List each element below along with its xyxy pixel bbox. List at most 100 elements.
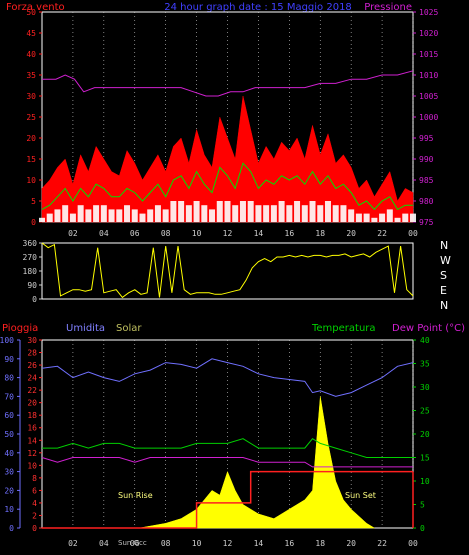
bar-white-wind xyxy=(379,213,386,222)
compass-e: E xyxy=(440,284,447,297)
bar-white-wind xyxy=(402,213,409,222)
panel3-rain-tick-label: 2 xyxy=(32,511,37,520)
series-avg-wind xyxy=(41,162,413,211)
panel3-x-tick-label: 14 xyxy=(254,539,264,548)
panel1-x-tick-label: 12 xyxy=(223,229,233,238)
panel1-x-tick-label: 16 xyxy=(285,229,295,238)
bar-white-wind xyxy=(216,201,223,222)
bar-white-wind xyxy=(154,205,161,222)
panel1-x-tick-label: 08 xyxy=(161,229,171,238)
panel1-x-tick-label: 14 xyxy=(254,229,264,238)
panel3-temp-tick-label: 20 xyxy=(420,430,430,439)
header-right: Pressione xyxy=(364,2,412,13)
series-solar xyxy=(139,396,376,529)
panel1-left-tick-label: 30 xyxy=(26,92,36,101)
bar-white-wind xyxy=(209,209,216,222)
compass-w: W xyxy=(440,254,451,267)
panel3-rain-tick-label: 20 xyxy=(27,399,37,408)
annotation-sunset: Sun Set xyxy=(345,491,376,500)
panel3-rain-tick-label: 0 xyxy=(32,524,37,533)
bar-white-wind xyxy=(232,205,239,222)
bar-white-wind xyxy=(355,213,362,222)
panel3-humidity-tick-label: 30 xyxy=(4,468,14,477)
panel3-rain-tick-label: 8 xyxy=(32,474,37,483)
panel1-left-tick-label: 35 xyxy=(26,71,36,80)
bar-white-wind xyxy=(170,201,177,222)
bar-white-wind xyxy=(324,201,331,222)
panel3-rain-tick-label: 4 xyxy=(32,499,37,508)
panel2-left-tick-label: 360 xyxy=(23,239,38,248)
panel2-left-tick-label: 270 xyxy=(23,253,38,262)
panel3-humidity-tick-label: 60 xyxy=(4,411,14,420)
panel3-temp-tick-label: 15 xyxy=(420,454,430,463)
panel1-right-tick-label: 990 xyxy=(419,155,434,164)
bar-white-wind xyxy=(386,209,393,222)
panel3-x-tick-label: 22 xyxy=(377,539,387,548)
bar-white-wind xyxy=(263,205,270,222)
annotation-sunocc: Sun Occ xyxy=(118,539,147,547)
panel3-temp-tick-label: 30 xyxy=(420,383,430,392)
panel3-humidity-tick-label: 50 xyxy=(4,430,14,439)
bar-white-wind xyxy=(62,205,69,222)
panel1-left-tick-label: 15 xyxy=(26,155,36,164)
bar-white-wind xyxy=(286,205,293,222)
panel1-left-tick-label: 10 xyxy=(26,176,36,185)
panel3-x-tick-label: 02 xyxy=(68,539,78,548)
bar-white-wind xyxy=(185,205,192,222)
panel3-rain-tick-label: 16 xyxy=(27,424,37,433)
panel3-rain-tick-label: 28 xyxy=(27,349,37,358)
bar-white-wind xyxy=(139,213,146,222)
bar-white-wind xyxy=(340,205,347,222)
panel3-temp-tick-label: 40 xyxy=(420,336,430,345)
panel1-left-tick-label: 5 xyxy=(31,197,36,206)
panel3-humidity-tick-label: 90 xyxy=(4,355,14,364)
panel1-right-tick-label: 975 xyxy=(419,218,434,227)
panel3-x-tick-label: 10 xyxy=(192,539,202,548)
panel3-x-tick-label: 08 xyxy=(161,539,171,548)
header-center: 24 hour graph date : 15 Maggio 2018 xyxy=(164,2,352,13)
compass-n-top: N xyxy=(440,239,448,252)
label-dewpoint: Dew Point (°C) xyxy=(392,323,465,334)
panel3-temp-tick-label: 25 xyxy=(420,407,430,416)
panel1-right-tick-label: 1005 xyxy=(419,92,438,101)
bar-white-wind xyxy=(193,201,200,222)
panel1-x-tick-label: 02 xyxy=(68,229,78,238)
header-left: Forza vento xyxy=(6,2,65,13)
panel3-rain-tick-label: 24 xyxy=(27,374,37,383)
panel1-left-tick-label: 25 xyxy=(26,113,36,122)
panel1-left-tick-label: 50 xyxy=(26,8,36,17)
panel3-temp-tick-label: 0 xyxy=(420,524,425,533)
bar-white-wind xyxy=(108,209,115,222)
panel3-x-tick-label: 06 xyxy=(130,539,140,548)
label-umidita: Umidita xyxy=(66,323,105,334)
panel3-rain-tick-label: 12 xyxy=(27,449,37,458)
panel3-rain-tick-label: 10 xyxy=(27,461,37,470)
bar-white-wind xyxy=(309,201,316,222)
panel3-rain-tick-label: 22 xyxy=(27,386,37,395)
bar-white-wind xyxy=(270,205,277,222)
bar-white-wind xyxy=(332,205,339,222)
panel2-left-tick-label: 0 xyxy=(32,295,37,304)
panel1-x-tick-label: 22 xyxy=(377,229,387,238)
bar-white-wind xyxy=(93,205,100,222)
bar-white-wind xyxy=(348,209,355,222)
bar-white-wind xyxy=(301,205,308,222)
panel2-left-tick-label: 180 xyxy=(23,267,38,276)
series-wind-direction xyxy=(41,242,414,299)
panel1-right-tick-label: 1000 xyxy=(419,113,438,122)
panel1-x-tick-label: 10 xyxy=(192,229,202,238)
bar-white-wind xyxy=(85,209,92,222)
bar-white-wind xyxy=(239,201,246,222)
panel3-x-tick-label: 00 xyxy=(408,539,418,548)
panel1-x-tick-label: 00 xyxy=(408,229,418,238)
bar-white-wind xyxy=(371,217,378,222)
panel2-left-tick-label: 90 xyxy=(27,281,37,290)
panel1-x-tick-label: 18 xyxy=(315,229,325,238)
panel3-temp-tick-label: 35 xyxy=(420,360,430,369)
panel1-right-tick-label: 985 xyxy=(419,176,434,185)
series-rain xyxy=(42,470,413,529)
bar-white-wind xyxy=(410,213,416,222)
panel1-right-tick-label: 1020 xyxy=(419,29,438,38)
bar-white-wind xyxy=(100,205,107,222)
